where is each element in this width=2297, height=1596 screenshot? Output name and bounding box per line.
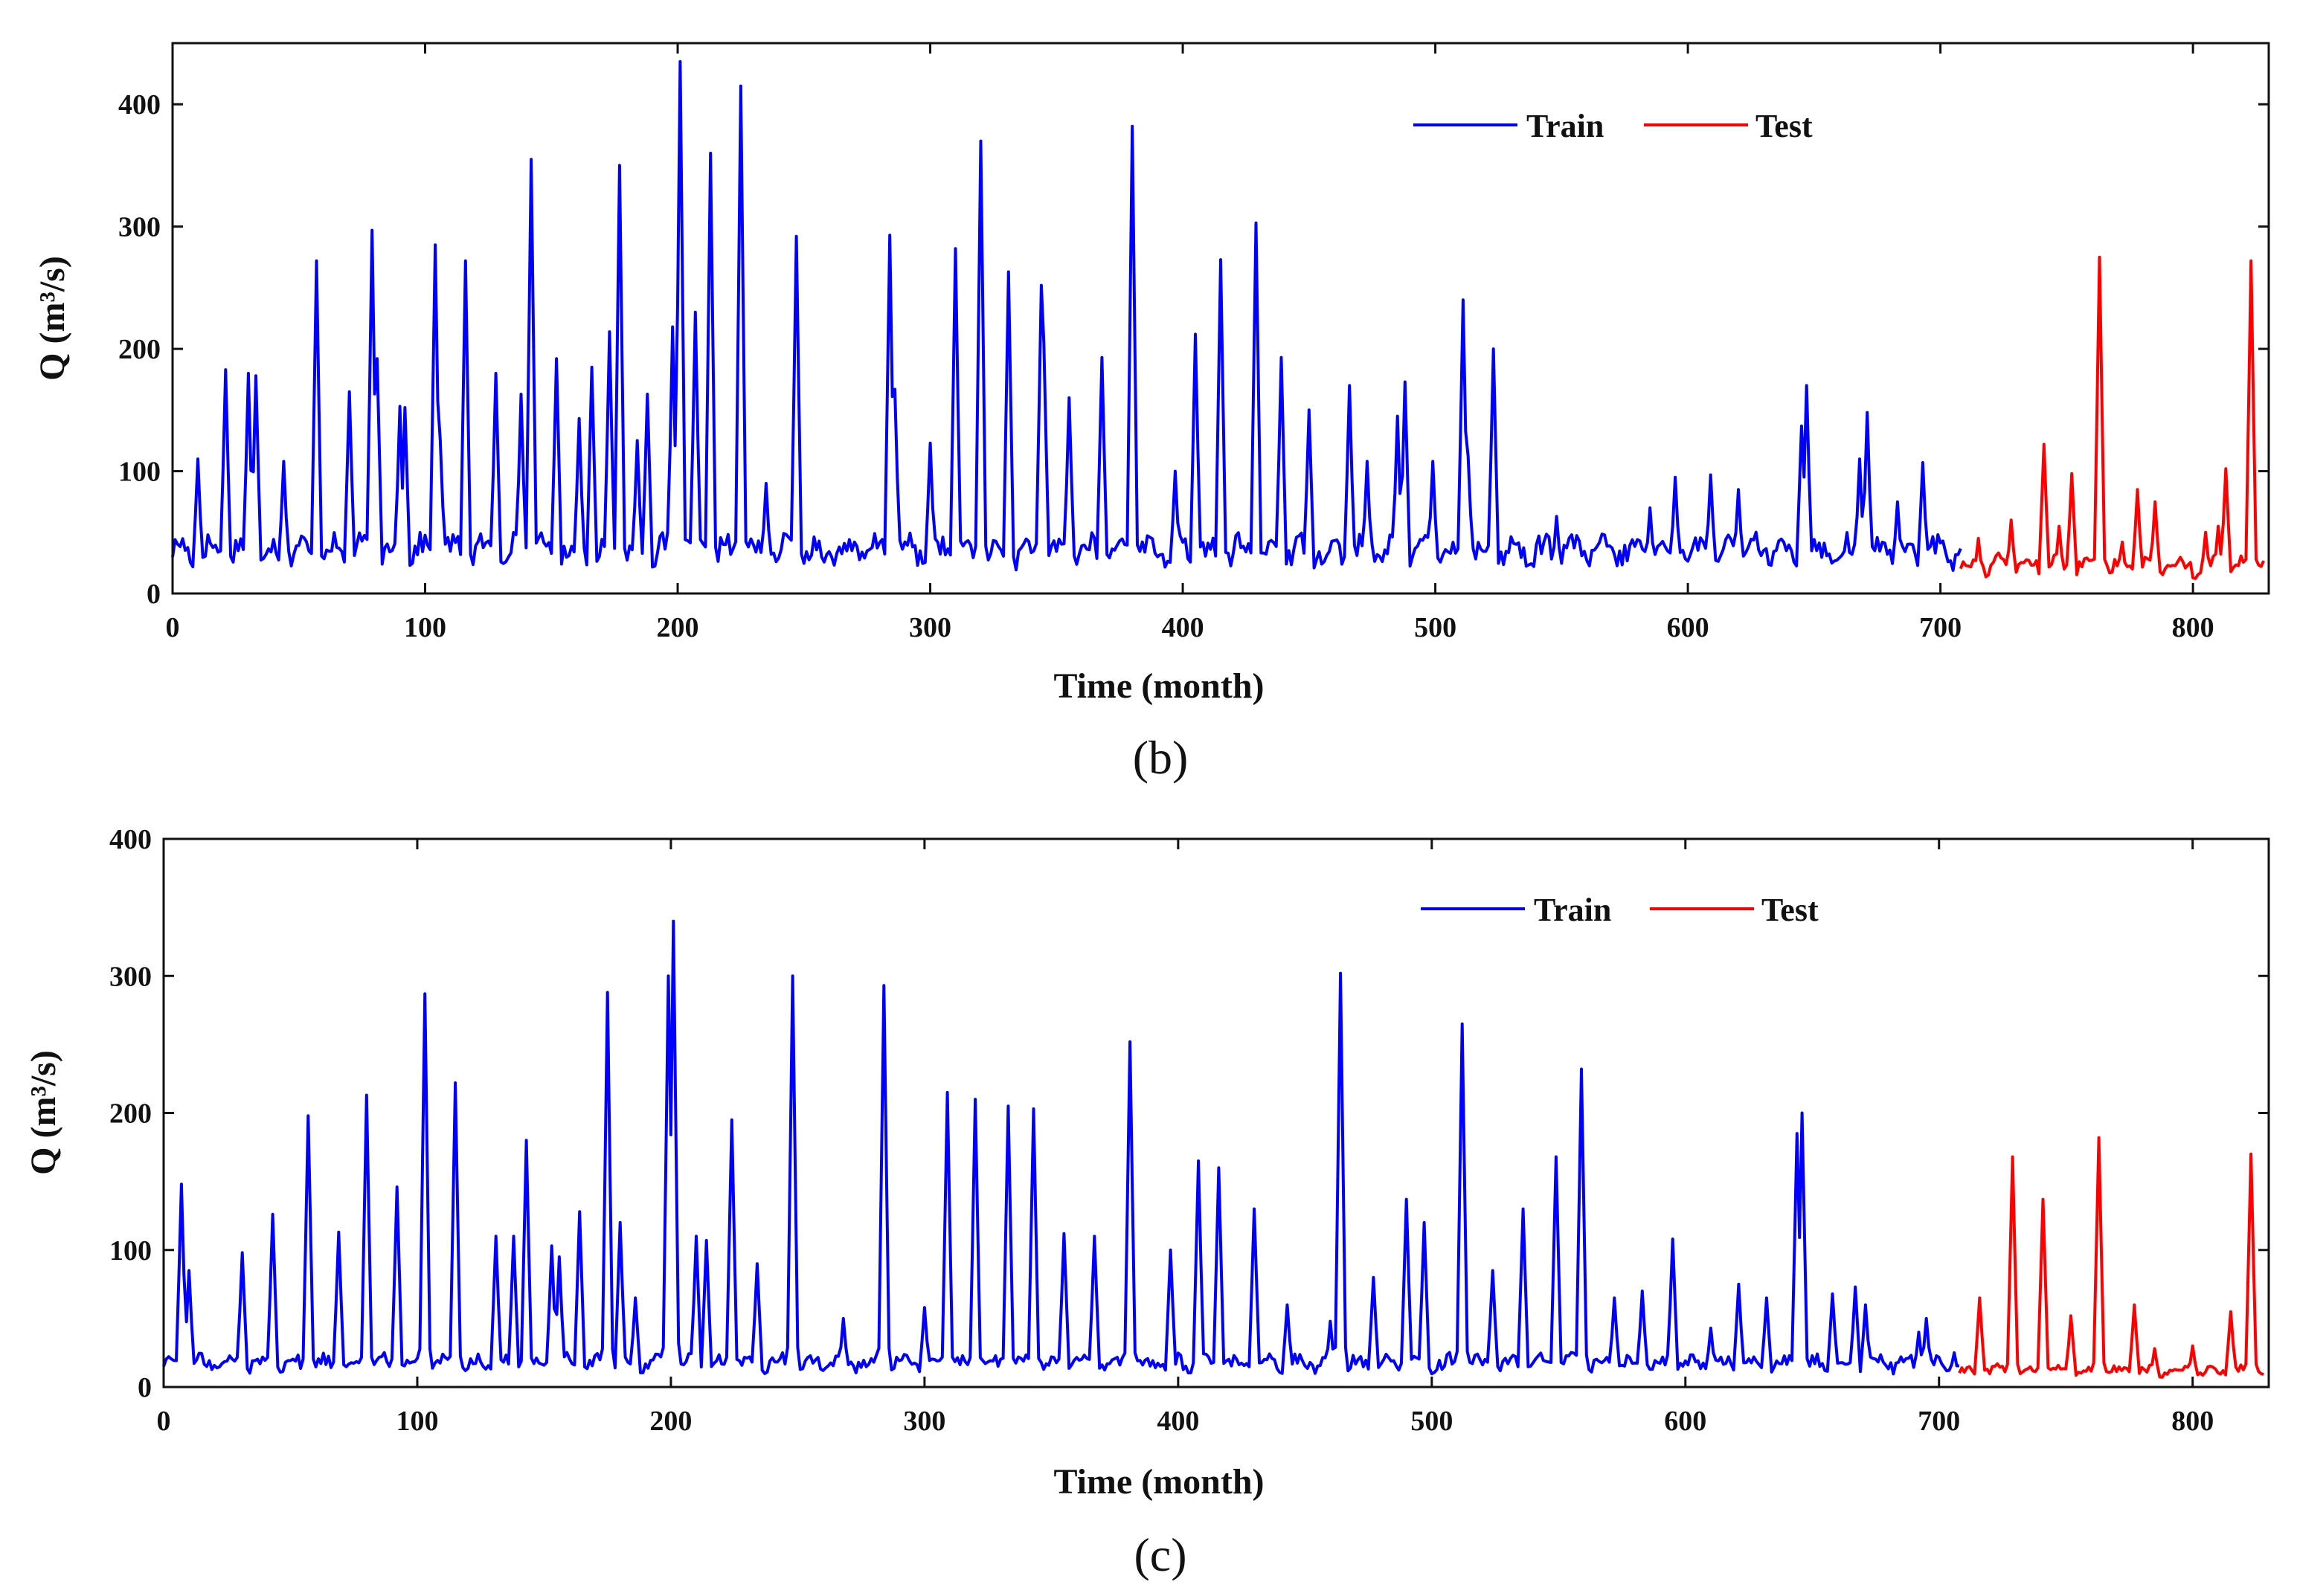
- legend-c: Train Test: [1421, 892, 1819, 928]
- series-line-train-c: [162, 919, 1959, 1376]
- y-tick-label-c: 100: [109, 1235, 152, 1267]
- x-tick-label-c: 100: [396, 1406, 438, 1437]
- x-tick-label-b: 300: [909, 612, 951, 643]
- y-tick-label-c: 400: [109, 824, 152, 855]
- legend-label-test-b: Test: [1755, 108, 1813, 144]
- series-line-train-b: [171, 59, 1962, 572]
- x-tick-label-c: 400: [1157, 1406, 1199, 1437]
- x-tick-label-b: 200: [657, 612, 699, 643]
- x-tick-label-c: 700: [1918, 1406, 1960, 1437]
- x-tick-label-c: 500: [1410, 1406, 1453, 1437]
- x-tick-label-b: 800: [2172, 612, 2214, 643]
- x-tick-label-c: 600: [1664, 1406, 1706, 1437]
- series-line-test-c: [1958, 1136, 2264, 1379]
- legend-label-test-c: Test: [1761, 892, 1819, 928]
- y-tick-label-c: 200: [109, 1098, 152, 1130]
- y-tick-label-c: 0: [138, 1372, 152, 1403]
- axis-ticks-c: 0 100 200 300 400 500 600 700 800 0 100 200 300 400: [109, 824, 2269, 1437]
- panel-label-b: (b): [1133, 731, 1189, 784]
- x-tick-label-c: 0: [157, 1406, 171, 1437]
- x-tick-label-c: 200: [649, 1406, 692, 1437]
- y-tick-label-b: 100: [118, 457, 161, 488]
- y-tick-label-b: 300: [118, 212, 161, 243]
- x-axis-label-c: Time (month): [1053, 1462, 1264, 1502]
- y-axis-label-b: Q (m³/s): [33, 256, 72, 381]
- plot-frame-b: [171, 42, 2270, 595]
- x-tick-label-b: 500: [1414, 612, 1456, 643]
- x-tick-label-b: 100: [404, 612, 446, 643]
- x-tick-label-b: 700: [1919, 612, 1962, 643]
- series-lines-b: [171, 59, 2266, 580]
- panel-c: 0 100 200 300 400 500 600 700 800 0 100 200 300 400 T…: [24, 824, 2270, 1581]
- x-tick-label-b: 400: [1162, 612, 1204, 643]
- panel-label-c: (c): [1134, 1528, 1186, 1581]
- series-lines-c: [162, 919, 2264, 1379]
- legend-b: Train Test: [1413, 108, 1813, 144]
- legend-label-train-b: Train: [1526, 108, 1604, 144]
- x-tick-label-c: 300: [903, 1406, 945, 1437]
- x-tick-label-b: 0: [166, 612, 180, 643]
- x-tick-label-b: 600: [1667, 612, 1709, 643]
- axis-ticks-b: 0 100 200 300 400 500 600 700 800 0 100 200 300 400: [118, 43, 2269, 643]
- y-axis-label-c: Q (m³/s): [24, 1050, 63, 1175]
- x-tick-label-c: 800: [2171, 1406, 2214, 1437]
- y-tick-label-b: 0: [147, 579, 161, 610]
- series-line-test-b: [1959, 255, 2266, 580]
- x-axis-label-b: Time (month): [1053, 666, 1264, 706]
- y-tick-label-c: 300: [109, 961, 152, 992]
- panel-b: 0 100 200 300 400 500 600 700 800 0 100 200 300 400 T…: [33, 42, 2270, 784]
- y-tick-label-b: 200: [118, 334, 161, 365]
- legend-label-train-c: Train: [1534, 892, 1611, 928]
- plot-frame-c: [162, 837, 2270, 1389]
- y-tick-label-b: 400: [118, 89, 161, 120]
